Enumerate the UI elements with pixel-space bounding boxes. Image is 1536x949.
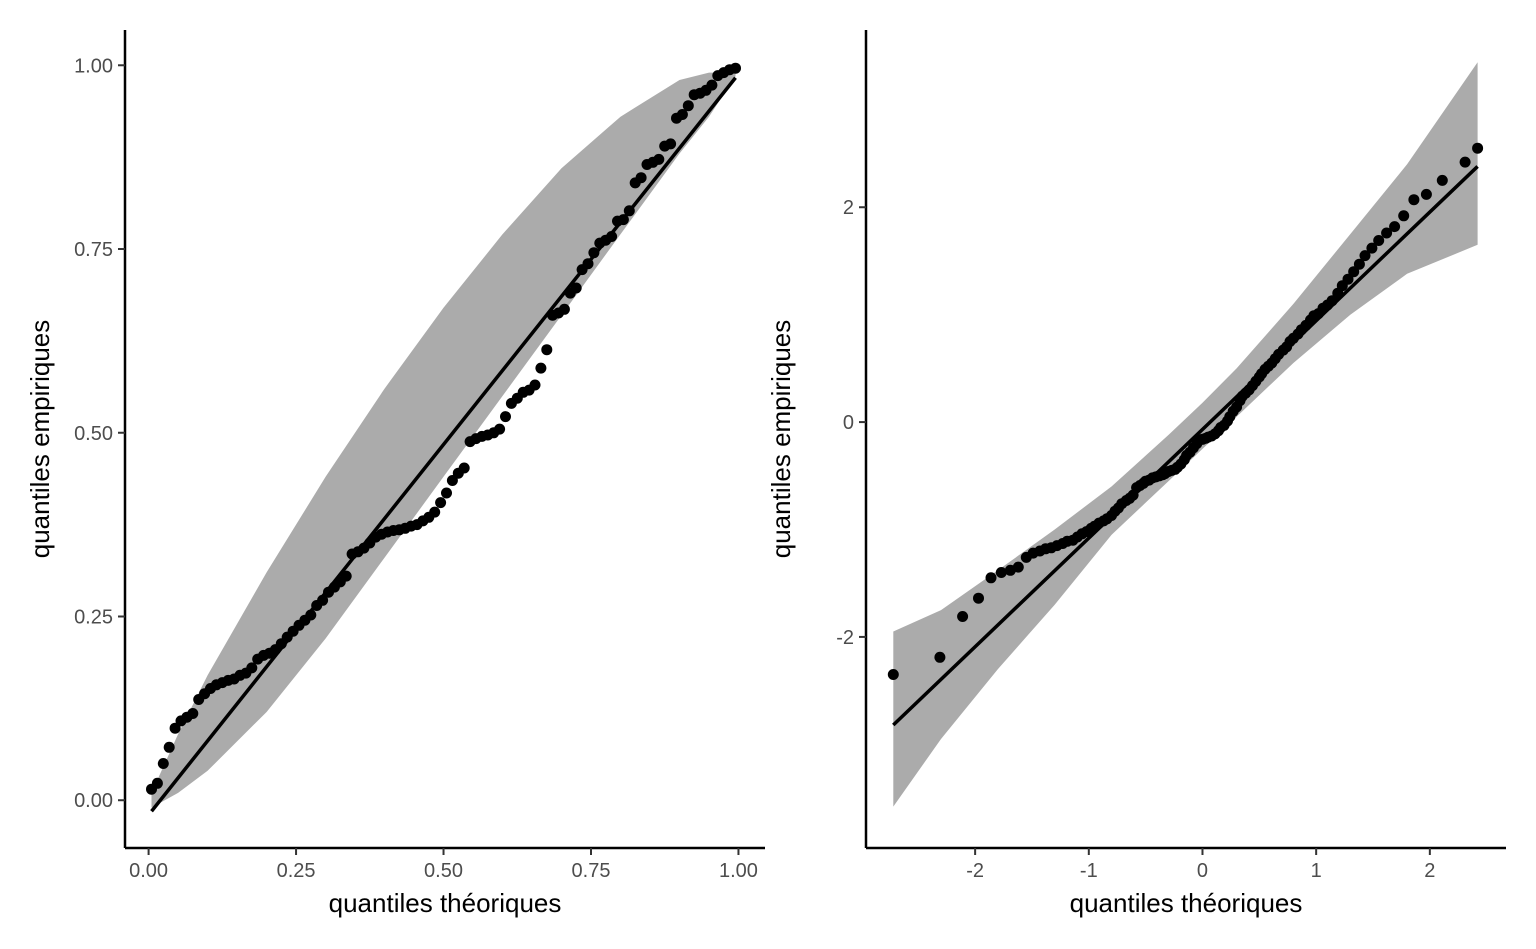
left-x-tick-label-2: 0.50: [424, 860, 463, 882]
left-points: [146, 62, 741, 795]
left-x-tick-label-1: 0.25: [277, 860, 316, 882]
left-data-point-95: [706, 79, 718, 91]
left-y-tick-label-1: 0.25: [74, 606, 113, 628]
left-data-point-7: [187, 708, 199, 719]
right-data-point-102: [1408, 194, 1420, 206]
right-y-tick-label-0: -2: [836, 627, 854, 649]
left-data-point-49: [435, 497, 447, 509]
left-reference-line: [150, 76, 737, 813]
right-data-point-96: [1359, 250, 1371, 262]
left-y-tick-label-4: 1.00: [74, 55, 113, 77]
left-x-ticks: 0.00 0.25 0.50 0.75 1.00: [129, 848, 758, 882]
left-data-point-91: [682, 100, 694, 112]
left-data-point-1: [151, 777, 163, 789]
left-data-point-2: [157, 758, 169, 769]
right-y-axis-title: quantiles empiriques: [766, 320, 796, 558]
left-x-axis-title: quantiles théoriques: [329, 888, 562, 918]
left-data-point-60: [500, 411, 511, 423]
left-x-tick-label-3: 0.75: [572, 860, 611, 882]
right-x-tick-label-1: -1: [1080, 860, 1098, 882]
right-data-point-95: [1353, 258, 1365, 270]
left-data-point-3: [163, 741, 175, 753]
left-qq-panel: 0.00 0.25 0.50 0.75 1.00 0.00 0.25 0.50 0.75 1.0…: [25, 30, 765, 918]
left-y-ticks: 0.00 0.25 0.50 0.75 1.00: [74, 55, 125, 812]
left-x-tick-label-0: 0.00: [129, 860, 168, 882]
right-confidence-band: [893, 62, 1478, 807]
right-data-point-97: [1366, 242, 1378, 254]
left-y-tick-label-0: 0.00: [74, 790, 113, 812]
left-data-point-66: [535, 362, 547, 374]
right-data-point-4: [985, 572, 997, 584]
right-y-tick-label-2: 2: [843, 197, 854, 219]
left-x-tick-label-4: 1.00: [719, 860, 758, 882]
left-data-point-51: [446, 475, 458, 486]
left-data-point-59: [494, 423, 506, 435]
right-data-point-104: [1436, 174, 1448, 186]
right-data-point-0: [887, 669, 899, 680]
left-data-point-72: [570, 282, 582, 294]
left-data-point-4: [169, 722, 181, 734]
left-data-point-88: [665, 138, 677, 150]
right-data-point-101: [1398, 210, 1410, 222]
left-data-point-50: [441, 487, 452, 499]
right-data-point-3: [973, 592, 984, 604]
left-data-point-48: [429, 506, 441, 518]
left-data-point-67: [541, 344, 553, 356]
right-data-point-1: [934, 651, 946, 663]
left-data-point-17: [246, 662, 258, 674]
left-data-point-90: [676, 109, 688, 120]
right-x-tick-label-4: 2: [1424, 860, 1435, 882]
left-y-axis-title: quantiles empiriques: [25, 320, 55, 558]
right-data-point-100: [1389, 221, 1401, 233]
right-data-point-93: [1342, 273, 1354, 285]
right-data-point-5: [995, 567, 1007, 578]
left-data-point-86: [653, 153, 665, 165]
right-data-point-106: [1472, 142, 1484, 154]
right-data-point-105: [1459, 156, 1471, 168]
right-y-tick-label-1: 0: [843, 412, 854, 434]
right-data-point-2: [957, 611, 969, 622]
right-x-tick-label-0: -2: [966, 860, 984, 882]
right-data-point-103: [1420, 188, 1432, 200]
right-data-point-7: [1012, 561, 1024, 573]
right-x-ticks: -2 -1 0 1 2: [966, 848, 1435, 882]
right-data-point-98: [1373, 235, 1385, 246]
left-data-point-65: [529, 379, 541, 391]
right-x-axis-title: quantiles théoriques: [1070, 888, 1303, 918]
right-data-point-94: [1348, 266, 1360, 278]
left-y-tick-label-2: 0.50: [74, 423, 113, 445]
right-x-tick-label-2: 0: [1197, 860, 1208, 882]
right-x-tick-label-3: 1: [1311, 860, 1322, 882]
right-qq-panel: -2 -1 0 1 2 -2 0 2 quantiles théoriques quanti…: [766, 30, 1506, 918]
right-reference-line: [892, 165, 1479, 727]
left-data-point-33: [340, 570, 352, 582]
right-data-point-99: [1381, 227, 1393, 239]
left-data-point-99: [730, 62, 741, 74]
left-data-point-83: [635, 172, 647, 184]
left-y-tick-label-3: 0.75: [74, 239, 113, 261]
right-y-ticks: -2 0 2: [836, 197, 866, 649]
left-data-point-53: [458, 462, 470, 474]
left-data-point-70: [558, 303, 570, 315]
